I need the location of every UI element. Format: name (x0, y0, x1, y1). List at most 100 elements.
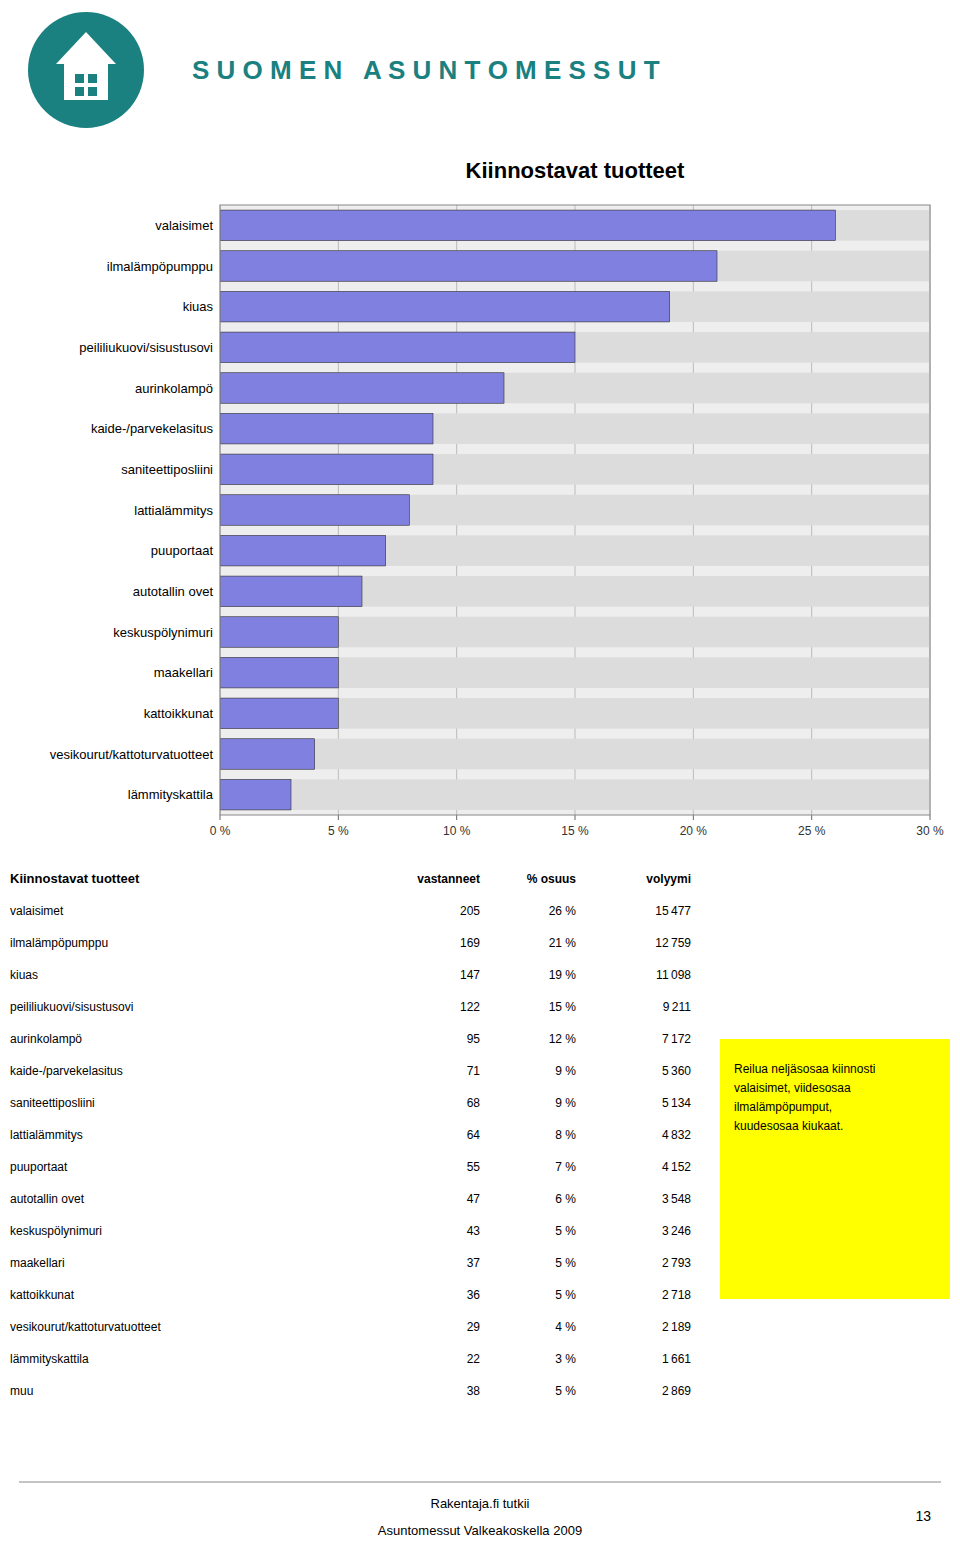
column-header: volyymi (646, 872, 691, 886)
row-label: kattoikkunat (10, 1288, 75, 1302)
bar-track (220, 413, 930, 444)
table-cell: 9 211 (663, 1000, 692, 1014)
table-cell: 15 477 (655, 904, 691, 918)
logo-roof (56, 32, 116, 64)
table-cell: 122 (460, 1000, 480, 1014)
category-label: lämmityskattila (128, 787, 214, 802)
table-cell: 2 793 (662, 1256, 691, 1270)
annotation-line: ilmalämpöpumput, (734, 1100, 832, 1114)
category-label: ilmalämpöpumppu (107, 259, 213, 274)
table-cell: 64 (467, 1128, 481, 1142)
table-cell: 22 (467, 1352, 481, 1366)
category-label: lattialämmitys (134, 503, 213, 518)
bar (220, 617, 338, 648)
annotation-box (720, 1039, 950, 1299)
bar-track (220, 291, 930, 322)
bar (220, 373, 504, 404)
category-label: keskuspölynimuri (113, 625, 213, 640)
header-text: S U O M E N A S U N T O M E S S U T (192, 55, 660, 85)
page: S U O M E N A S U N T O M E S S U T Kiinn… (0, 0, 960, 1551)
plot-frame (220, 205, 930, 815)
table-cell: 8 % (555, 1128, 576, 1142)
table-cell: 2 189 (662, 1320, 691, 1334)
table-cell: 5 % (555, 1384, 576, 1398)
tick-label: 20 % (680, 824, 708, 838)
bar (220, 576, 362, 607)
bar-track (220, 373, 930, 404)
logo-window (88, 87, 97, 96)
category-label: valaisimet (155, 218, 213, 233)
tick-label: 30 % (916, 824, 944, 838)
table-cell: 12 % (549, 1032, 577, 1046)
row-label: saniteettiposliini (10, 1096, 95, 1110)
annotation-line: Reilua neljäsosaa kiinnosti (734, 1062, 875, 1076)
row-label: kiuas (10, 968, 38, 982)
table-cell: 19 % (549, 968, 577, 982)
bar-track (220, 251, 930, 282)
table-cell: 7 % (555, 1160, 576, 1174)
table-cell: 4 832 (662, 1128, 691, 1142)
footer-rule (19, 1482, 941, 1483)
row-label: vesikourut/kattoturvatuotteet (10, 1320, 161, 1334)
logo-window (75, 87, 84, 96)
tick-mark (575, 815, 576, 820)
table-title: Kiinnostavat tuotteet (10, 871, 140, 886)
table-cell: 5 % (555, 1224, 576, 1238)
annotation-text: Reilua neljäsosaa kiinnostivalaisimet, v… (734, 1062, 875, 1133)
row-label: puuportaat (10, 1160, 68, 1174)
bar-track (220, 617, 930, 648)
tick-label: 5 % (328, 824, 349, 838)
table-cell: 4 152 (662, 1160, 691, 1174)
table-cell: 3 246 (662, 1224, 691, 1238)
table-cell: 4 % (555, 1320, 576, 1334)
table-cell: 26 % (549, 904, 577, 918)
bar-track (220, 495, 930, 526)
row-label: peililiukuovi/sisustusovi (10, 1000, 133, 1014)
row-label: kaide-/parvekelasitus (10, 1064, 123, 1078)
table-cell: 2 718 (662, 1288, 691, 1302)
category-label: saniteettiposliini (121, 462, 213, 477)
table-cell: 9 % (555, 1096, 576, 1110)
bar (220, 454, 433, 485)
footer: Rakentaja.fi tutkiiAsuntomessut Valkeako… (19, 1482, 941, 1538)
table-cell: 71 (467, 1064, 481, 1078)
column-header: % osuus (527, 872, 577, 886)
table-cell: 11 098 (656, 968, 691, 982)
table-cell: 21 % (549, 936, 577, 950)
category-label: peililiukuovi/sisustusovi (79, 340, 213, 355)
logo-window (75, 74, 84, 83)
tick-mark (338, 815, 339, 820)
table: Kiinnostavat tuotteetvastanneet% osuusvo… (10, 871, 950, 1398)
footer-line: Asuntomessut Valkeakoskella 2009 (378, 1523, 582, 1538)
plot-area (220, 205, 930, 815)
header: S U O M E N A S U N T O M E S S U T (28, 12, 660, 128)
category-label: aurinkolampö (135, 381, 213, 396)
annotation-line: kuudesosaa kiukaat. (734, 1119, 843, 1133)
table-cell: 43 (467, 1224, 481, 1238)
table-cell: 36 (467, 1288, 481, 1302)
row-label: lattialämmitys (10, 1128, 83, 1142)
tick-mark (930, 815, 931, 820)
table-cell: 3 548 (662, 1192, 691, 1206)
table-cell: 55 (467, 1160, 481, 1174)
tick-mark (456, 815, 457, 820)
bar-track (220, 332, 930, 363)
category-label: autotallin ovet (133, 584, 214, 599)
table-cell: 7 172 (662, 1032, 691, 1046)
table-cell: 37 (467, 1256, 481, 1270)
table-cell: 2 869 (662, 1384, 691, 1398)
bar-track (220, 698, 930, 729)
tick-label: 10 % (443, 824, 471, 838)
row-label: lämmityskattila (10, 1352, 89, 1366)
row-label: ilmalämpöpumppu (10, 936, 108, 950)
table-cell: 5 % (555, 1256, 576, 1270)
bar-chart: Kiinnostavat tuotteet0 %5 %10 %15 %20 %2… (50, 158, 944, 838)
table-cell: 147 (460, 968, 480, 982)
table-cell: 15 % (549, 1000, 577, 1014)
row-label: maakellari (10, 1256, 65, 1270)
table-cell: 5 360 (662, 1064, 691, 1078)
bar (220, 739, 315, 770)
category-label: maakellari (154, 665, 213, 680)
tick-label: 25 % (798, 824, 826, 838)
row-label: autotallin ovet (10, 1192, 85, 1206)
